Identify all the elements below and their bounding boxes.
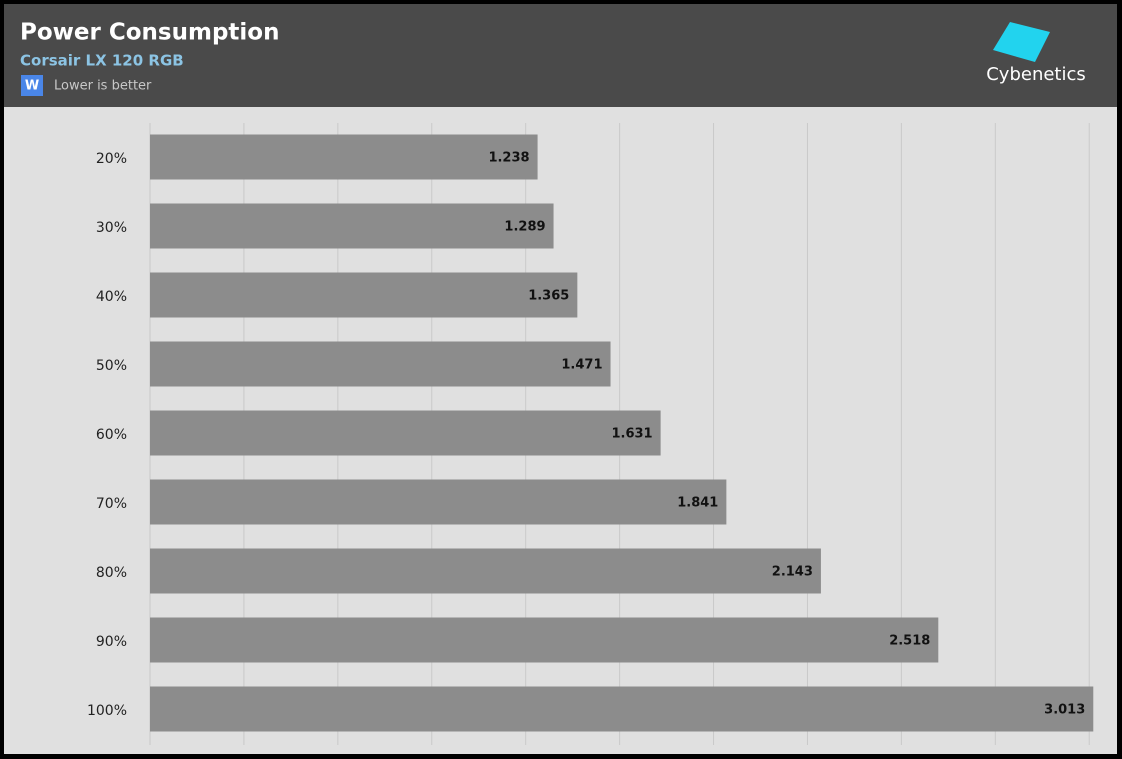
value-label: 2.518 [889, 634, 930, 649]
value-label: 1.631 [611, 427, 652, 442]
y-tick-label: 30% [96, 220, 127, 236]
note: Lower is better [54, 79, 152, 94]
brand: Cybenetics [986, 64, 1086, 85]
y-tick-label: 20% [96, 151, 127, 167]
value-label: 3.013 [1044, 703, 1085, 718]
y-tick-label: 50% [96, 358, 127, 374]
bar [150, 134, 538, 180]
y-tick-label: 90% [96, 634, 127, 650]
bar [150, 548, 821, 594]
logo-mark [993, 22, 1050, 62]
chart-title: Power Consumption [20, 20, 279, 46]
unit-icon: W [25, 79, 39, 94]
bar [150, 341, 611, 387]
value-label: 1.841 [677, 496, 718, 511]
bar [150, 272, 578, 318]
header [4, 4, 1117, 107]
y-tick-label: 100% [87, 703, 127, 719]
y-tick-label: 70% [96, 496, 127, 512]
y-tick-label: 40% [96, 289, 127, 305]
value-label: 1.471 [561, 358, 602, 373]
unit-icon-box [21, 75, 43, 96]
value-label: 1.365 [528, 289, 569, 304]
bar [150, 203, 554, 249]
bar [150, 410, 661, 456]
y-tick-label: 60% [96, 427, 127, 443]
subtitle: Corsair LX 120 RGB [20, 52, 184, 70]
y-tick-label: 80% [96, 565, 127, 581]
bar [150, 617, 939, 663]
value-label: 2.143 [772, 565, 813, 580]
bar [150, 479, 727, 525]
value-label: 1.289 [504, 220, 545, 235]
value-label: 1.238 [488, 151, 529, 166]
bar [150, 686, 1094, 732]
